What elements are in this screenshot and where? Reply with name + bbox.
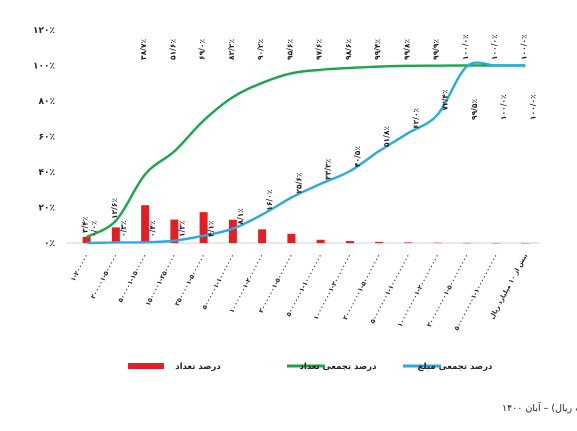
- label-cum-count-16: ۱۰۰/۰٪: [519, 34, 528, 60]
- label-cum-amount-2: ۰/۳٪: [119, 220, 128, 237]
- figure-caption: شکل ۲-۱۳ دامنه مبلغی تراکنش‌های ابزار کا…: [502, 401, 577, 414]
- label-cum-count-7: ۹۰/۲٪: [256, 39, 265, 60]
- label-cum-count-9: ۹۷/۶٪: [315, 39, 324, 60]
- y-tick-label: ۶۰٪: [39, 133, 55, 143]
- data-labels: ۳/۴٪ ۱۲/۶٪ ۳۸/۷٪ ۵۱/۶٪ ۶۹/۰٪ ۸۲/۲٪ ۹۰/۲٪ ۹۵/۶٪ ۹…: [81, 34, 538, 237]
- label-cum-amount-13: ۷۲/۴٪: [441, 89, 450, 110]
- label-cum-amount-8: ۲۵/۶٪: [294, 172, 303, 193]
- label-cum-count-14: ۱۰۰/۰٪: [461, 34, 470, 60]
- bar-12: [404, 242, 413, 243]
- y-tick-label: ۰٪: [44, 239, 55, 249]
- legend: درصد تجمعی مبلغ درصد تجمعی تعداد درصد تعدا…: [128, 362, 493, 372]
- label-cum-amount-3: ۰/۴٪: [148, 220, 157, 237]
- y-tick-label: ۱۰۰٪: [33, 62, 55, 72]
- label-cum-amount-6: ۸/۱٪: [236, 208, 245, 225]
- bar-3: [141, 205, 150, 243]
- label-cum-amount-9: ۳۳/۳٪: [324, 158, 333, 179]
- label-cum-amount-5: ۴/۱٪: [207, 220, 216, 237]
- x-tick-label: ۲۵۰۰۰۰۱-۵۰۰۰۰۰۰: [173, 252, 207, 307]
- label-cum-count-2: ۱۲/۶٪: [110, 198, 119, 219]
- label-cum-amount-11: ۵۱/۸٪: [382, 126, 391, 147]
- x-tick-label: ۱۵۰۰۰۰۱-۲۵۰۰۰۰۰: [144, 252, 178, 307]
- label-cum-count-1: ۳/۴٪: [81, 216, 90, 233]
- label-cum-amount-12: ۶۲/۰٪: [411, 107, 420, 128]
- y-axis: ۰٪ ۲۰٪ ۴۰٪ ۶۰٪ ۸۰٪ ۱۰۰٪ ۱۲۰٪: [33, 26, 55, 249]
- label-cum-count-12: ۹۹/۸٪: [402, 39, 411, 60]
- line-cumulative-amount: [86, 61, 526, 245]
- legend-label: درصد تجمعی مبلغ: [418, 362, 493, 372]
- bar-5: [199, 212, 208, 243]
- legend-label: درصد تجمعی تعداد: [300, 362, 378, 372]
- label-cum-amount-10: ۴۰/۵٪: [353, 146, 362, 167]
- label-cum-count-5: ۶۹/۰٪: [198, 39, 207, 60]
- bar-1: [82, 236, 91, 243]
- label-cum-amount-7: ۱۶/۰٪: [265, 189, 274, 210]
- bar-4: [170, 219, 179, 243]
- label-cum-amount-4: ۱/۳٪: [177, 220, 186, 237]
- x-tick-label: ۵۰۰۰۰۱-۱۵۰۰۰۰۰: [116, 252, 149, 304]
- bar-6: [228, 219, 237, 243]
- bars-count-percent: [82, 205, 530, 244]
- label-cum-count-15: ۱۰۰/۰٪: [490, 34, 499, 60]
- bar-7: [258, 229, 267, 243]
- label-cum-count-11: ۹۹/۴٪: [373, 39, 382, 60]
- label-cum-amount-1: ۰/۰٪: [90, 220, 99, 237]
- legend-label: درصد تعداد: [175, 362, 221, 372]
- label-cum-count-13: ۹۹/۹٪: [432, 39, 441, 60]
- bar-10: [345, 241, 354, 243]
- y-tick-label: ۴۰٪: [39, 168, 55, 178]
- label-cum-count-6: ۸۲/۲٪: [227, 39, 236, 60]
- label-cum-amount-15: ۱۰۰/۰٪: [499, 94, 508, 120]
- bar-2: [111, 227, 120, 243]
- label-cum-count-10: ۹۸/۶٪: [344, 39, 353, 60]
- label-cum-amount-16: ۱۰۰/۰٪: [528, 94, 537, 120]
- bar-9: [316, 239, 325, 243]
- label-cum-amount-14: ۹۹/۵٪: [470, 99, 479, 120]
- bar-11: [375, 241, 384, 243]
- legend-swatch-count: [128, 363, 164, 369]
- label-cum-count-4: ۵۱/۶٪: [168, 39, 177, 60]
- bar-8: [287, 233, 296, 243]
- line-cumulative-count: [86, 64, 526, 239]
- x-tick-label: ۱-۲۰۰۰۰۰: [69, 252, 90, 283]
- label-cum-count-3: ۳۸/۷٪: [139, 39, 148, 60]
- y-tick-label: ۸۰٪: [39, 97, 55, 107]
- y-tick-label: ۱۲۰٪: [33, 26, 55, 36]
- x-tick-label: ۲۰۰۰۰۱-۵۰۰۰۰۰: [89, 252, 120, 300]
- y-tick-label: ۲۰٪: [39, 204, 55, 214]
- series-lines: [86, 61, 526, 245]
- x-axis-labels: ۱-۲۰۰۰۰۰۲۰۰۰۰۱-۵۰۰۰۰۰۵۰۰۰۰۱-۱۵۰۰۰۰۰۱۵۰۰۰…: [69, 252, 529, 332]
- label-cum-count-8: ۹۵/۶٪: [285, 39, 294, 60]
